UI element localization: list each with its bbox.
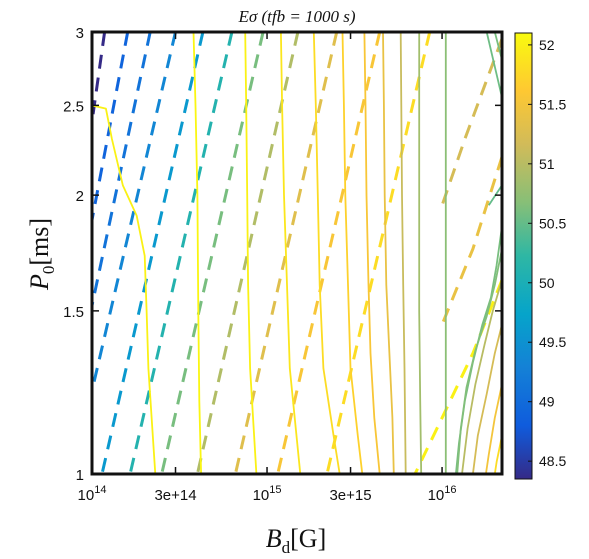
solid-contour-0 xyxy=(92,104,157,474)
solid-contour-16 xyxy=(456,248,502,474)
solid-contour-5 xyxy=(341,32,364,474)
plot-frame xyxy=(90,30,504,476)
colorbar-tick-label-0: 48.5 xyxy=(539,453,566,469)
solid-contour-9 xyxy=(418,32,423,474)
dashed-contour-5 xyxy=(128,32,234,474)
y-tick-label-2: 2 xyxy=(76,188,84,205)
solid-contour-1 xyxy=(192,32,202,474)
solid-contour-12 xyxy=(472,324,502,474)
colorbar-tick-label-4: 50.5 xyxy=(539,215,566,231)
dashed-contour-4 xyxy=(100,32,205,474)
solid-contour-11 xyxy=(461,279,502,474)
y-axis-ticks: 1 1.5 2 2.5 3 xyxy=(63,25,502,484)
x-axis-ticks: 1014 3e+14 1015 3e+15 1016 xyxy=(78,32,457,504)
solid-contour-3 xyxy=(280,32,302,474)
colorbar-tick-label-5: 51 xyxy=(539,156,555,172)
y-axis-title: P0[ms] xyxy=(25,218,58,291)
solid-contour-19 xyxy=(488,184,502,216)
x-tick-label-2: 1015 xyxy=(253,484,282,504)
dashed-contour-0 xyxy=(92,32,107,123)
solid-contour-8 xyxy=(399,32,407,474)
solid-contour-7 xyxy=(382,32,395,474)
y-tick-label-1: 1.5 xyxy=(63,304,84,321)
solid-contour-6 xyxy=(363,32,381,474)
solid-contours xyxy=(92,32,502,474)
dashed-contour-10 xyxy=(325,32,432,474)
x-tick-label-3: 3e+15 xyxy=(329,487,371,504)
x-tick-label-0: 1014 xyxy=(78,484,107,504)
y-tick-label-0: 1 xyxy=(76,467,84,484)
solid-contour-14 xyxy=(493,435,502,474)
chart-title: Eσ (tfb = 1000 s) xyxy=(237,7,355,26)
colorbar-ticks: 48.5 49 49.5 50 50.5 51 51.5 52 xyxy=(528,37,566,469)
solid-contour-17 xyxy=(485,32,502,98)
dashed-contour-7 xyxy=(195,32,300,474)
solid-contour-2 xyxy=(244,32,258,474)
colorbar-tick-label-6: 51.5 xyxy=(539,96,566,112)
colorbar xyxy=(514,32,533,480)
plot-area xyxy=(92,32,502,474)
dashed-contour-11 xyxy=(440,38,502,206)
dashed-contour-12 xyxy=(440,156,502,326)
x-tick-label-4: 1016 xyxy=(428,484,457,504)
x-axis-title: Bd[G] xyxy=(266,524,326,557)
y-tick-label-4: 3 xyxy=(76,25,84,42)
x-tick-label-1: 3e+14 xyxy=(154,487,196,504)
colorbar-tick-label-2: 49.5 xyxy=(539,334,566,350)
colorbar-tick-label-7: 52 xyxy=(539,37,555,53)
solid-contour-4 xyxy=(312,32,341,474)
colorbar-tick-label-1: 49 xyxy=(539,394,555,410)
solid-contour-13 xyxy=(485,384,502,474)
dashed-contour-9 xyxy=(276,32,382,474)
y-tick-label-3: 2.5 xyxy=(63,98,84,115)
dashed-contour-2 xyxy=(92,32,152,306)
colorbar-tick-label-3: 50 xyxy=(539,275,555,291)
